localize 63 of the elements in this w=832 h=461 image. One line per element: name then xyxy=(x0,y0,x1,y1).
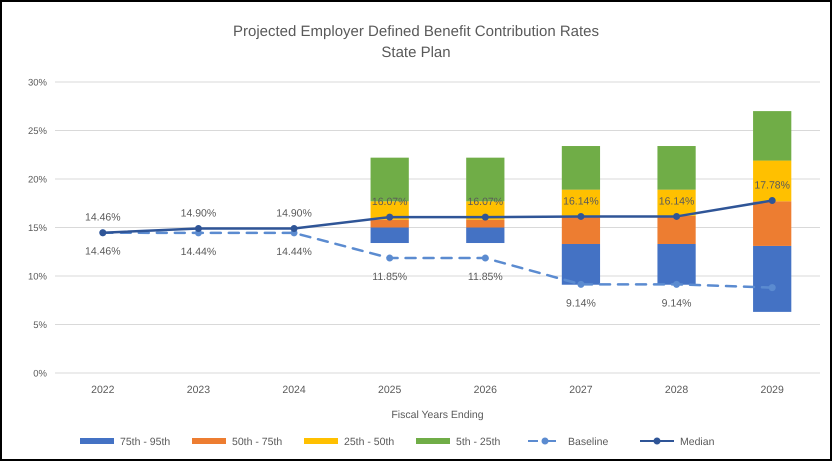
x-tick-label: 2025 xyxy=(378,384,402,396)
data-label: 11.85% xyxy=(468,271,503,284)
legend-label: Median xyxy=(680,436,715,448)
data-label: 14.90% xyxy=(180,207,216,220)
bar xyxy=(466,228,504,244)
y-tick-label: 5% xyxy=(33,320,48,331)
data-label: 11.85% xyxy=(372,271,408,284)
data-label: 16.14% xyxy=(563,195,599,208)
legend-label: 5th - 25th xyxy=(456,436,501,448)
data-label: 14.90% xyxy=(276,207,312,220)
point xyxy=(673,212,680,220)
point xyxy=(386,254,394,262)
data-label: 14.44% xyxy=(276,246,312,258)
bar xyxy=(370,220,409,228)
point xyxy=(482,254,489,262)
data-label: 9.14% xyxy=(662,297,692,310)
y-tick-label: 20% xyxy=(28,174,48,186)
bar xyxy=(562,244,600,285)
bar xyxy=(466,220,504,228)
bar xyxy=(657,244,696,285)
chart-title: Projected Employer Defined Benefit Contribution Rates xyxy=(232,23,600,40)
x-tick-label: 2026 xyxy=(474,384,498,396)
x-tick-label: 2028 xyxy=(664,384,688,396)
point xyxy=(194,224,202,232)
x-tick-label: 2027 xyxy=(569,384,593,396)
point xyxy=(577,280,584,288)
y-tick-label: 30% xyxy=(28,78,48,88)
bar xyxy=(753,111,792,161)
bar xyxy=(753,160,792,202)
y-tick-label: 10% xyxy=(28,272,48,282)
x-axis-title: Fiscal Years Ending xyxy=(391,409,484,421)
x-tick-label: 2023 xyxy=(186,384,210,396)
y-tick-label: 0% xyxy=(33,368,48,380)
data-label: 16.14% xyxy=(658,195,694,208)
legend-label: 25th - 50th xyxy=(344,436,394,448)
data-label: 14.46% xyxy=(85,212,121,224)
bar xyxy=(562,146,600,190)
point xyxy=(482,214,489,221)
bar xyxy=(753,246,792,312)
point xyxy=(768,284,776,292)
y-tick-label: 25% xyxy=(28,126,48,137)
data-label: 9.14% xyxy=(566,297,596,310)
data-label: 17.78% xyxy=(754,180,790,192)
legend-label: 50th - 75th xyxy=(232,436,282,448)
bar xyxy=(562,216,600,244)
bar xyxy=(657,216,696,244)
data-label: 14.46% xyxy=(85,246,121,258)
bar xyxy=(753,201,792,246)
legend-label: Baseline xyxy=(568,436,608,448)
x-tick-label: 2024 xyxy=(282,384,306,396)
data-label: 14.44% xyxy=(180,246,216,258)
x-tick-label: 2029 xyxy=(760,384,784,396)
bar xyxy=(370,228,409,244)
point xyxy=(768,197,776,204)
point xyxy=(386,214,394,221)
x-tick-label: 2022 xyxy=(91,384,115,396)
point xyxy=(577,212,584,220)
legend-label: 75th - 95th xyxy=(120,436,170,448)
y-tick-label: 15% xyxy=(28,223,48,234)
chart-subtitle: State Plan xyxy=(381,44,451,61)
bar xyxy=(657,146,696,190)
point xyxy=(673,280,680,288)
point xyxy=(290,224,298,232)
